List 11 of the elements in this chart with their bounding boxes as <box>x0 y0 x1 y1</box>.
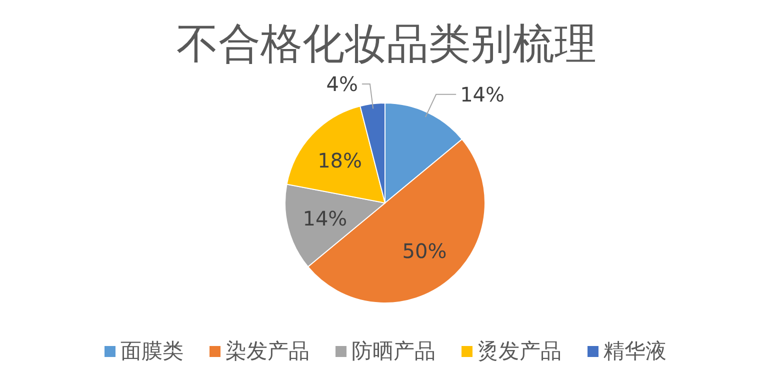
legend-label: 烫发产品 <box>478 339 562 363</box>
data-label: 14% <box>302 206 348 230</box>
title: 不合格化妆品类别梳理 <box>176 19 596 68</box>
legend-label: 防晒产品 <box>352 339 436 363</box>
data-label: 14% <box>460 82 505 106</box>
data-label: 50% <box>402 238 447 263</box>
legend-label: 染发产品 <box>226 339 310 363</box>
data-label: 18% <box>318 148 362 173</box>
data-label: 4% <box>326 72 358 96</box>
legend-label: 面膜类 <box>120 339 184 363</box>
legend-label: 精华液 <box>604 339 666 363</box>
